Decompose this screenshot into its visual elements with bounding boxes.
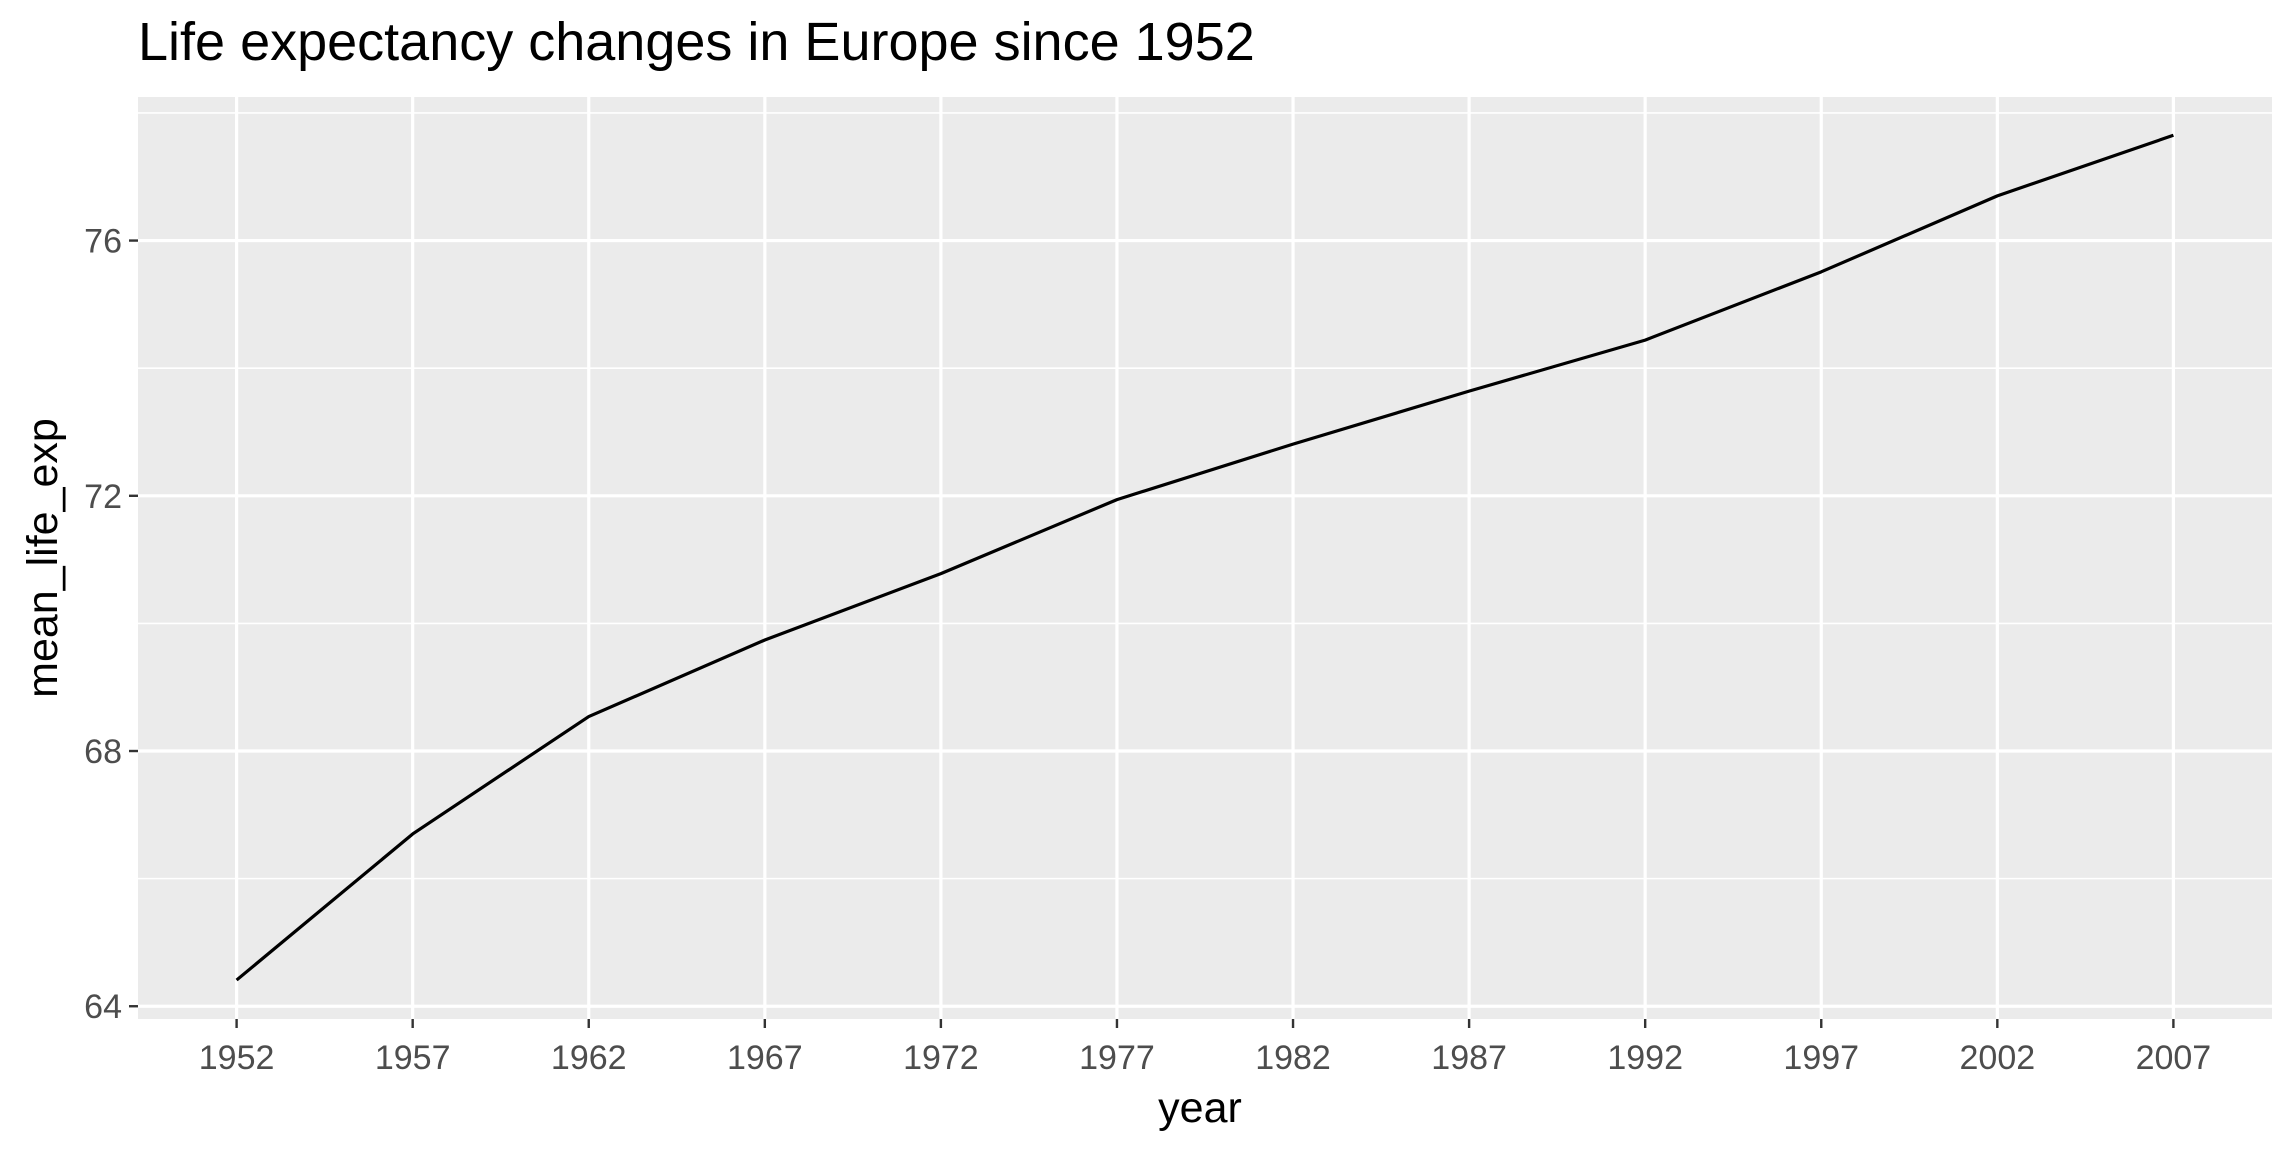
- data-point: [235, 978, 239, 982]
- x-tick-label: 2002: [1960, 1039, 2036, 1077]
- x-tick-label: 1972: [903, 1039, 979, 1077]
- y-tick-label: 68: [84, 733, 122, 771]
- x-tick-label: 1977: [1079, 1039, 1155, 1077]
- x-tick-label: 2007: [2136, 1039, 2212, 1077]
- data-point: [939, 572, 943, 576]
- data-point: [1643, 338, 1647, 342]
- y-axis-title: mean_life_exp: [19, 418, 67, 698]
- x-tick-label: 1992: [1607, 1039, 1683, 1077]
- series-line: [235, 133, 2174, 982]
- data-point: [1819, 270, 1823, 274]
- y-tick-label: 64: [84, 988, 122, 1026]
- data-point: [587, 715, 591, 719]
- data-point: [411, 832, 415, 836]
- plot-panel: [138, 97, 2272, 1019]
- chart-title: Life expectancy changes in Europe since …: [138, 12, 1255, 72]
- major-gridlines: [138, 97, 2272, 1019]
- y-tick-label: 76: [84, 223, 122, 261]
- x-tick-label: 1982: [1255, 1039, 1331, 1077]
- x-tick-label: 1962: [551, 1039, 627, 1077]
- data-point: [1467, 389, 1471, 393]
- x-axis: 1952 1957 1962 1967 1972 1977 1982 1987 1992 1997…: [199, 1019, 2211, 1077]
- x-axis-title: year: [1158, 1084, 1242, 1132]
- data-point: [1995, 194, 1999, 198]
- y-axis: 64 68 72 76: [84, 223, 138, 1026]
- data-point: [1115, 498, 1119, 502]
- data-point: [763, 638, 767, 642]
- x-tick-label: 1997: [1783, 1039, 1859, 1077]
- data-point: [1291, 442, 1295, 446]
- data-point: [2171, 133, 2175, 137]
- y-tick-label: 72: [84, 478, 122, 516]
- x-tick-label: 1957: [375, 1039, 451, 1077]
- x-tick-label: 1987: [1431, 1039, 1507, 1077]
- x-tick-label: 1967: [727, 1039, 803, 1077]
- minor-gridlines: [138, 112, 2272, 880]
- x-tick-label: 1952: [199, 1039, 275, 1077]
- series-layer: [235, 133, 2175, 982]
